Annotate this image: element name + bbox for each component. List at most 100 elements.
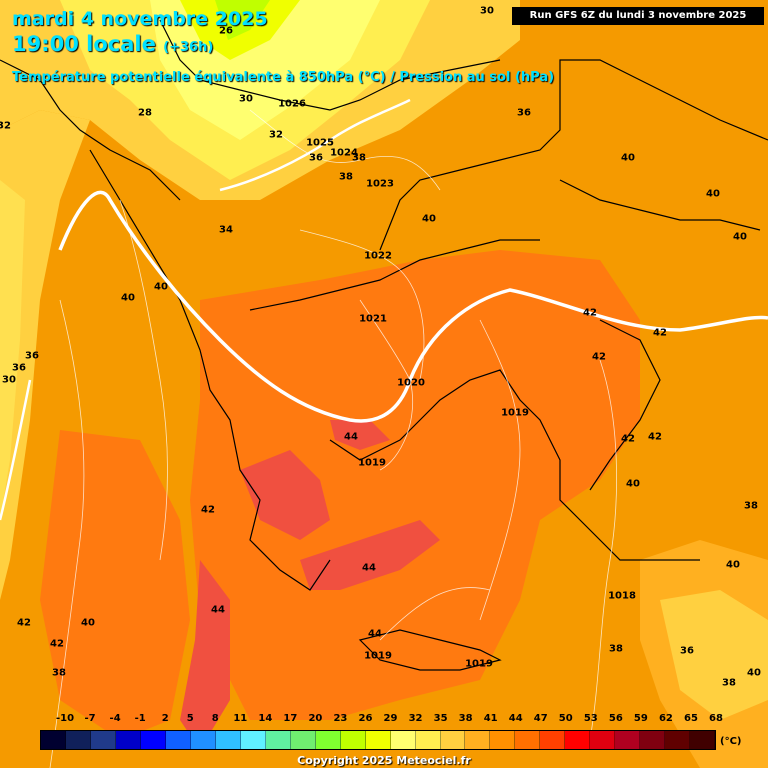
legend-tick: 29 [383, 713, 398, 724]
legend-swatch [465, 731, 491, 749]
legend-swatch [640, 731, 666, 749]
legend-tick: -7 [84, 713, 96, 724]
legend-swatch [165, 731, 191, 749]
isobar-label: 1018 [608, 590, 636, 602]
isotherm-label: 40 [81, 617, 95, 629]
legend-tick: 65 [683, 713, 698, 724]
legend-tick: 41 [483, 713, 498, 724]
forecast-time-value: 19:00 locale [12, 32, 156, 56]
legend-tick: 26 [358, 713, 373, 724]
isotherm-label: 36 [680, 645, 694, 657]
north-isotherm-line [219, 98, 411, 192]
isotherm-label: 40 [733, 231, 747, 243]
isotherm-label: 40 [121, 292, 135, 304]
isotherm-label: 40 [706, 188, 720, 200]
isotherm-label: 36 [25, 350, 39, 362]
legend-swatch [115, 731, 141, 749]
legend-tick: 68 [709, 713, 723, 724]
isotherm-label: 34 [219, 224, 233, 236]
legend-swatch [415, 731, 441, 749]
isotherm-label: 44 [368, 628, 382, 640]
isotherm-label: 38 [339, 171, 353, 183]
isotherm-label: 36 [517, 107, 531, 119]
isotherm-label: 40 [747, 667, 761, 679]
legend-swatch [615, 731, 641, 749]
isotherm-label: 42 [653, 327, 667, 339]
legend-tick: 32 [408, 713, 423, 724]
isotherm-label: 42 [592, 351, 606, 363]
cool-zone-green [215, 0, 270, 40]
isotherm-label: 40 [726, 559, 740, 571]
color-scale-legend [40, 730, 716, 750]
isotherm-label: 40 [154, 281, 168, 293]
isobar-label: 1022 [364, 250, 392, 262]
isotherm-label: 38 [609, 643, 623, 655]
isotherm-label: 44 [211, 604, 225, 616]
isobar-lines [49, 109, 617, 768]
isotherm-label: 38 [52, 667, 66, 679]
isotherm-label: 40 [422, 213, 436, 225]
hot-patch-aegean [300, 520, 440, 590]
legend-swatch [290, 731, 316, 749]
legend-tick: 62 [658, 713, 673, 724]
legend-tick: 5 [186, 713, 194, 724]
legend-swatch [140, 731, 166, 749]
isotherm-label: 40 [621, 152, 635, 164]
forecast-date: mardi 4 novembre 2025 [12, 8, 268, 30]
parameter-title: Température potentielle équivalente à 85… [12, 70, 555, 85]
legend-tick: -4 [109, 713, 121, 724]
isotherm-label: 38 [722, 677, 736, 689]
hot-patch-south [180, 560, 230, 750]
legend-tick: 2 [161, 713, 169, 724]
isotherm-label: 40 [626, 478, 640, 490]
isotherm-label: 44 [344, 431, 358, 443]
legend-tick: 59 [633, 713, 648, 724]
legend-unit: (°C) [720, 736, 742, 747]
isotherm-label: 30 [239, 93, 253, 105]
warm-core [190, 250, 640, 720]
isobar-label: 1020 [397, 377, 425, 389]
isobar-label: 1019 [465, 658, 493, 670]
cool-zone-west-pale [0, 180, 25, 520]
legend-tick: 8 [211, 713, 219, 724]
legend-swatch [65, 731, 91, 749]
legend-tick: 35 [433, 713, 448, 724]
legend-tick: 17 [283, 713, 298, 724]
isobar-label: 1024 [330, 147, 358, 159]
legend-tick-labels: -10 -7 -4 -1 2 5 8 11 14 17 20 23 26 29 32 35 38 41 44 47 50… [40, 713, 723, 727]
legend-swatch [590, 731, 616, 749]
legend-tick: 47 [533, 713, 548, 724]
legend-swatch [665, 731, 691, 749]
isotherm-label: 42 [583, 307, 597, 319]
legend-tick: 23 [333, 713, 348, 724]
legend-swatch [90, 731, 116, 749]
isotherm-label: 42 [648, 431, 662, 443]
run-info-badge: Run GFS 6Z du lundi 3 novembre 2025 [512, 7, 764, 25]
legend-tick: -1 [134, 713, 146, 724]
forecast-time: 19:00 locale (+36h) [12, 32, 213, 56]
isobar-label: 1023 [366, 178, 394, 190]
legend-tick: 56 [608, 713, 623, 724]
isobar-label: 1025 [306, 137, 334, 149]
copyright-notice: Copyright 2025 Meteociel.fr [297, 754, 471, 767]
isotherm-label: 44 [362, 562, 376, 574]
isotherm-label: 38 [352, 152, 366, 164]
main-isotherm-line [58, 190, 768, 423]
isotherm-label: 30 [480, 5, 494, 17]
isotherm-label: 42 [621, 433, 635, 445]
warm-core-west [40, 430, 190, 740]
legend-tick: 53 [583, 713, 598, 724]
legend-swatch [440, 731, 466, 749]
legend-swatch [340, 731, 366, 749]
hot-patch-north-aegean [330, 420, 390, 450]
isotherm-label: 42 [50, 638, 64, 650]
isobar-label: 1019 [358, 457, 386, 469]
legend-tick: 20 [308, 713, 323, 724]
isotherm-label: 42 [201, 504, 215, 516]
isotherm-label: 30 [2, 374, 16, 386]
legend-tick: 38 [458, 713, 473, 724]
isotherm-label: 32 [269, 129, 283, 141]
legend-swatch [215, 731, 241, 749]
